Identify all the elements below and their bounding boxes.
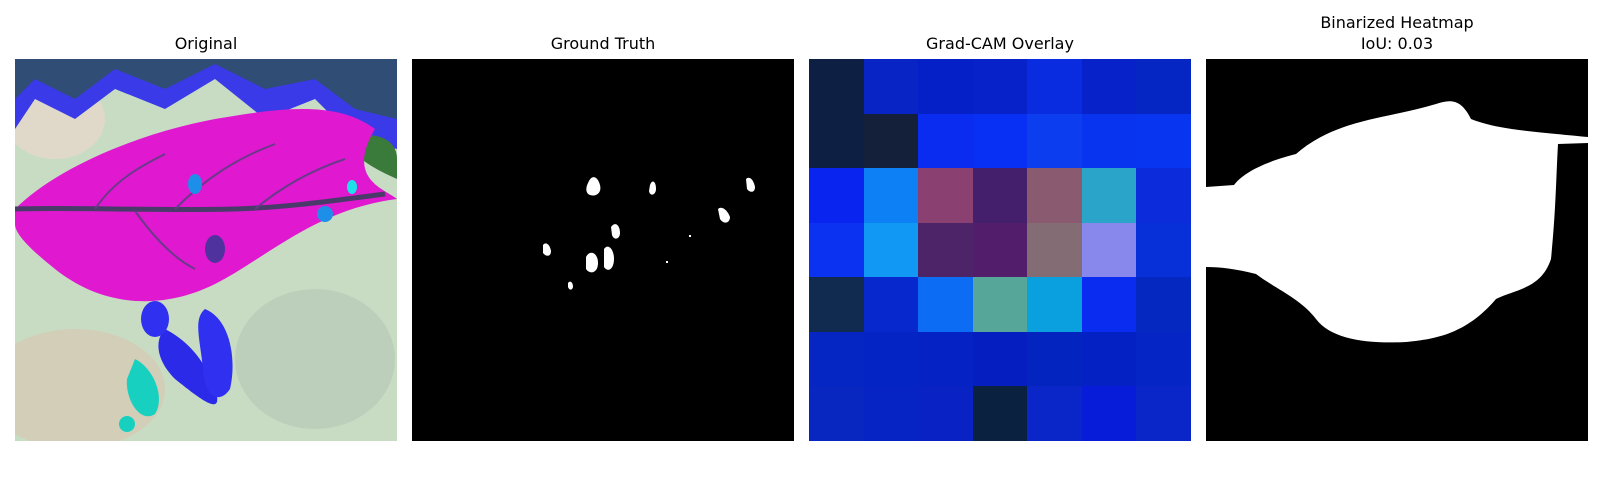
gradcam-cell — [1136, 386, 1191, 441]
gradcam-cell — [1027, 168, 1082, 223]
gradcam-cell — [864, 168, 919, 223]
gradcam-cell — [918, 332, 973, 387]
gradcam-cell — [1136, 277, 1191, 332]
gradcam-cell — [1082, 277, 1137, 332]
gradcam-cell — [1136, 114, 1191, 169]
gradcam-cell — [809, 168, 864, 223]
binarized-heatmap-title: Binarized Heatmap — [1206, 13, 1588, 33]
gradcam-cell — [1082, 386, 1137, 441]
gradcam-cell — [918, 59, 973, 114]
gradcam-cell — [809, 332, 864, 387]
gradcam-cell — [918, 114, 973, 169]
gradcam-cell — [918, 386, 973, 441]
binarized-heatmap — [1206, 59, 1588, 441]
gradcam-cell — [973, 223, 1028, 278]
gradcam-cell — [864, 114, 919, 169]
ground-truth-title: Ground Truth — [412, 34, 794, 54]
gradcam-cell — [809, 277, 864, 332]
gradcam-cell — [918, 277, 973, 332]
gradcam-cell — [1136, 59, 1191, 114]
gradcam-cell — [809, 59, 864, 114]
gradcam-cell — [973, 114, 1028, 169]
gradcam-cell — [1027, 223, 1082, 278]
gradcam-cell — [1136, 223, 1191, 278]
gradcam-overlay — [809, 59, 1191, 441]
gradcam-cell — [1082, 223, 1137, 278]
gradcam-cell — [1082, 332, 1137, 387]
gradcam-overlay-title: Grad-CAM Overlay — [809, 34, 1191, 54]
gradcam-cell — [973, 332, 1028, 387]
gradcam-cell — [973, 59, 1028, 114]
gradcam-cell — [864, 332, 919, 387]
gradcam-cell — [1027, 59, 1082, 114]
gradcam-cell — [1027, 386, 1082, 441]
gradcam-cell — [918, 223, 973, 278]
gradcam-cell — [1136, 168, 1191, 223]
gradcam-cell — [1027, 332, 1082, 387]
gradcam-cell — [918, 168, 973, 223]
gradcam-cell — [864, 59, 919, 114]
gradcam-cell — [973, 168, 1028, 223]
gradcam-cell — [973, 277, 1028, 332]
gradcam-cell — [864, 386, 919, 441]
original-title: Original — [15, 34, 397, 54]
gradcam-cell — [1082, 168, 1137, 223]
gradcam-cell — [809, 386, 864, 441]
original-image — [15, 59, 397, 441]
iou-label: IoU: 0.03 — [1206, 34, 1588, 54]
gradcam-cell — [1082, 114, 1137, 169]
gradcam-cell — [1027, 277, 1082, 332]
gradcam-cell — [1027, 114, 1082, 169]
gradcam-cell — [864, 277, 919, 332]
ground-truth-mask — [412, 59, 794, 441]
gradcam-cell — [864, 223, 919, 278]
gradcam-cell — [1082, 59, 1137, 114]
gradcam-cell — [809, 114, 864, 169]
gradcam-cell — [809, 223, 864, 278]
gradcam-cell — [973, 386, 1028, 441]
gradcam-cell — [1136, 332, 1191, 387]
